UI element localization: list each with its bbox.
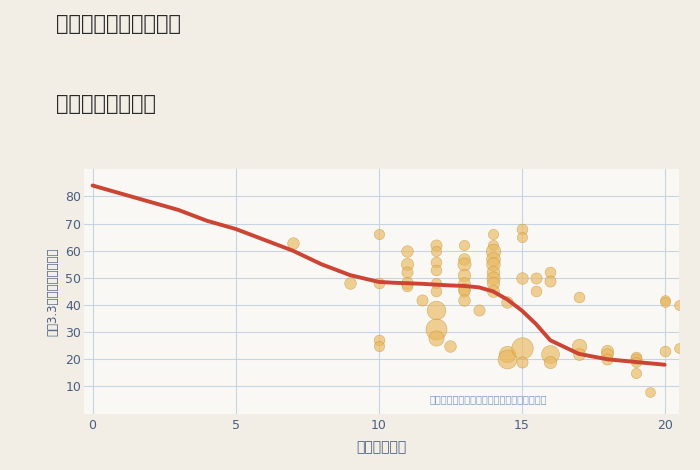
Point [459,285,470,292]
Point [373,280,384,287]
Point [645,388,656,396]
Point [487,280,498,287]
Point [502,298,513,306]
Point [430,334,442,341]
Point [487,269,498,276]
Point [673,345,685,352]
Point [430,266,442,274]
Point [430,288,442,295]
Point [516,233,527,241]
Point [545,350,556,358]
Point [631,353,642,360]
Point [602,350,613,358]
Point [373,337,384,344]
Point [430,242,442,249]
Point [459,242,470,249]
Point [573,342,584,350]
Point [531,288,542,295]
Point [344,280,356,287]
Point [516,225,527,233]
Point [430,258,442,265]
Point [502,355,513,363]
Point [545,269,556,276]
Point [602,355,613,363]
Text: 駅距離別土地価格: 駅距離別土地価格 [56,94,156,114]
Y-axis label: 坪（3.3㎡）単価（万円）: 坪（3.3㎡）単価（万円） [47,247,60,336]
Point [402,280,413,287]
Point [573,350,584,358]
Point [516,274,527,282]
Point [459,271,470,279]
Point [573,293,584,301]
Point [473,306,484,314]
Point [502,350,513,358]
Point [487,231,498,238]
Point [545,358,556,366]
Point [430,326,442,333]
Point [673,301,685,309]
Point [373,231,384,238]
Point [602,347,613,355]
Point [545,277,556,284]
Text: 円の大きさは、取引のあった物件面積を示す: 円の大きさは、取引のあった物件面積を示す [429,394,547,404]
Point [459,288,470,295]
Point [459,255,470,263]
Point [516,345,527,352]
Point [459,260,470,268]
Point [487,255,498,263]
Point [402,260,413,268]
Point [402,247,413,254]
Point [659,296,671,303]
Point [402,282,413,290]
Point [430,247,442,254]
Point [402,269,413,276]
Point [487,260,498,268]
Point [487,242,498,249]
Point [373,342,384,350]
Point [459,280,470,287]
Point [487,247,498,254]
Point [430,280,442,287]
Point [659,298,671,306]
X-axis label: 駅距離（分）: 駅距離（分） [356,440,407,454]
Point [516,358,527,366]
Point [531,274,542,282]
Point [416,296,427,303]
Point [487,288,498,295]
Point [631,358,642,366]
Point [444,342,456,350]
Point [631,355,642,363]
Point [430,306,442,314]
Point [631,369,642,376]
Point [659,347,671,355]
Point [459,296,470,303]
Point [287,239,298,246]
Point [487,274,498,282]
Text: 愛知県岡崎市針崎町の: 愛知県岡崎市針崎町の [56,14,181,34]
